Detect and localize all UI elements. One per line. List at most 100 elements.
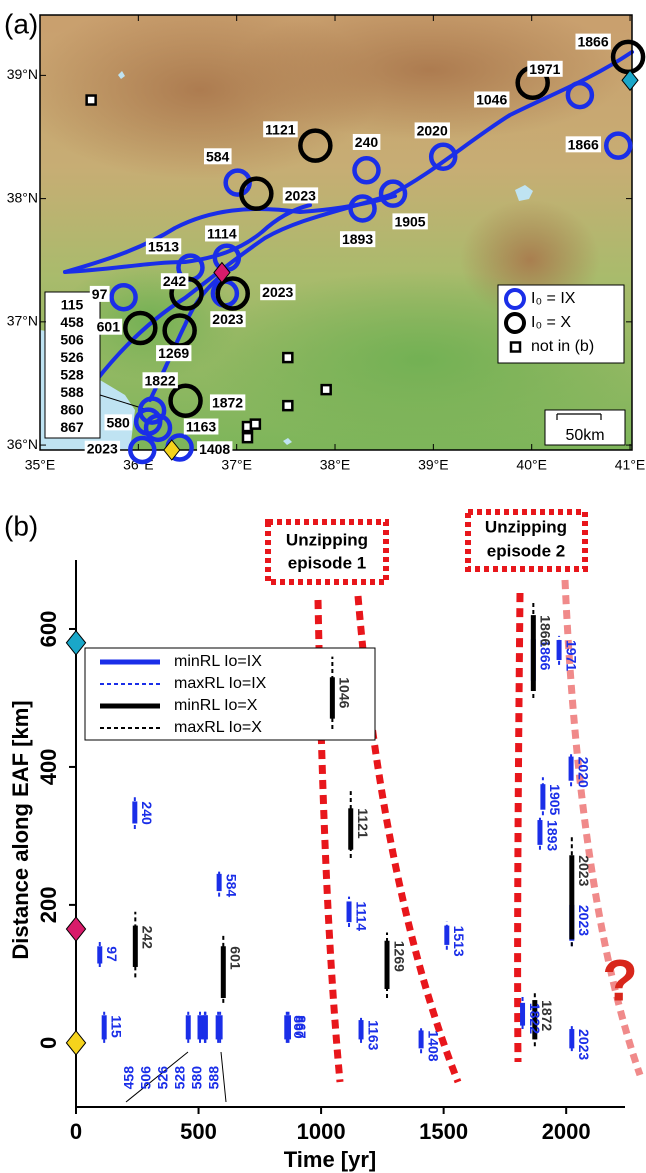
event-label: 1269 [158,345,189,361]
x-tick-label: 500 [180,1119,217,1144]
y-tick-label: 600 [36,611,61,648]
cluster-label: 588 [206,1066,222,1090]
event-label: 1971 [529,61,560,77]
event-square [243,433,252,442]
legend-label: minRL Io=IX [174,653,262,670]
event-label: 1114 [207,225,237,241]
event-label: 242 [140,926,156,950]
event-label: 240 [139,801,155,825]
y-tick-label: 200 [36,887,61,924]
event-label: 584 [206,148,230,164]
annotation: episode 2 [487,541,565,560]
event-label: 2023 [212,311,243,327]
event-label: 1513 [148,238,179,254]
y-axis-title: Distance along EAF [km] [8,700,33,959]
event-label: 601 [228,946,244,970]
list-label: 588 [60,384,84,400]
y-tick-label: 38°N [7,189,38,205]
event-label: 1046 [476,91,507,107]
list-label: 526 [60,349,84,365]
x-tick-label: 40°E [516,457,547,473]
event-label: 1046 [337,677,353,708]
event-label: 1866 [538,615,554,646]
legend-label: not in (b) [531,338,594,355]
event-square [283,353,292,362]
event-label: 1163 [186,419,217,435]
event-label: 2023 [576,1029,592,1060]
legend-label: maxRL Io=IX [174,675,267,692]
annotation: Unzipping [286,530,368,549]
list-label: 458 [60,314,84,330]
annotation: episode 1 [288,553,366,572]
event-label: 1163 [365,1020,381,1051]
x-tick-label: 41°E [615,457,646,473]
axis-diamond [66,917,85,941]
event-label: 1121 [355,808,371,839]
event-label: 1905 [547,784,563,815]
legend-label: maxRL Io=X [174,719,262,736]
event-label: 1513 [451,926,467,957]
figure: 50km (a) (b) Time [yr] Distance along EA… [0,0,646,1173]
cluster-label: 528 [172,1066,188,1090]
event-label: 2020 [417,122,448,138]
list-label: 506 [60,332,84,348]
event-label: 1269 [391,941,407,972]
y-tick-label: 36°N [7,436,38,452]
event-label: 97 [92,286,108,302]
x-tick-label: 1500 [419,1119,468,1144]
event-square [283,401,292,410]
cluster-label: 580 [189,1066,205,1090]
event-label: 242 [163,273,187,289]
event-label: 240 [355,134,379,150]
y-tick-label: 0 [36,1037,61,1049]
question-mark: ? [602,948,637,1013]
list-label: 528 [60,367,84,383]
event-label: 1114 [353,901,369,931]
legend-label: I₀ = IX [531,290,576,307]
x-tick-label: 39°E [418,457,449,473]
cluster-label: 526 [155,1066,171,1090]
event-label: 1893 [544,820,560,851]
event-label: 2023 [576,855,592,886]
y-tick-label: 37°N [7,313,38,329]
event-label: 580 [106,414,130,430]
event-label: 601 [97,319,121,335]
event-label: 115 [108,1015,124,1038]
event-label: 1408 [425,1030,441,1061]
event-label: 2023 [87,441,118,457]
event-label: 97 [104,946,120,962]
event-label: 867 [293,1015,309,1039]
x-tick-label: 37°E [221,457,252,473]
event-label: 1866 [577,34,608,50]
event-label: 1872 [539,1000,555,1031]
list-label: 115 [61,297,84,313]
panel-label: (a) [4,8,38,39]
y-tick-label: 39°N [7,66,38,82]
legend-label: minRL Io=X [174,697,258,714]
legend-swatch [511,343,520,352]
event-label: 2023 [262,284,293,300]
axis-diamond [66,631,85,655]
legend-label: I₀ = X [531,314,571,331]
event-label: 584 [223,874,239,898]
event-label: 2023 [576,905,592,936]
event-label: 1408 [199,441,230,457]
scale-label: 50km [565,427,604,444]
event-square [87,96,96,105]
x-axis-title: Time [yr] [284,1147,377,1172]
event-label: 2020 [575,757,591,788]
x-tick-label: 35°E [25,457,56,473]
axis-diamond [66,1031,85,1055]
event-label: 1905 [394,213,425,229]
panel-label: (b) [4,510,38,541]
annotation: Unzipping [485,517,567,536]
list-label: 860 [60,402,84,418]
event-label: 1893 [342,231,373,247]
cluster-label: 458 [121,1066,137,1090]
event-square [322,385,331,394]
x-tick-label: 1000 [297,1119,346,1144]
x-tick-label: 2000 [542,1119,591,1144]
event-label: 2023 [285,187,316,203]
cluster-label: 506 [138,1066,154,1090]
y-tick-label: 400 [36,749,61,786]
